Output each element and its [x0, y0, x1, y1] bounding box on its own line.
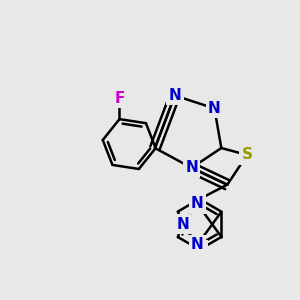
Text: N: N	[191, 196, 204, 211]
Text: N: N	[185, 160, 198, 175]
Text: F: F	[114, 91, 125, 106]
Text: S: S	[242, 148, 253, 163]
Text: N: N	[168, 88, 181, 103]
Text: N: N	[193, 242, 206, 257]
Text: N: N	[208, 101, 221, 116]
Text: N: N	[191, 237, 204, 252]
Text: N: N	[176, 217, 189, 232]
